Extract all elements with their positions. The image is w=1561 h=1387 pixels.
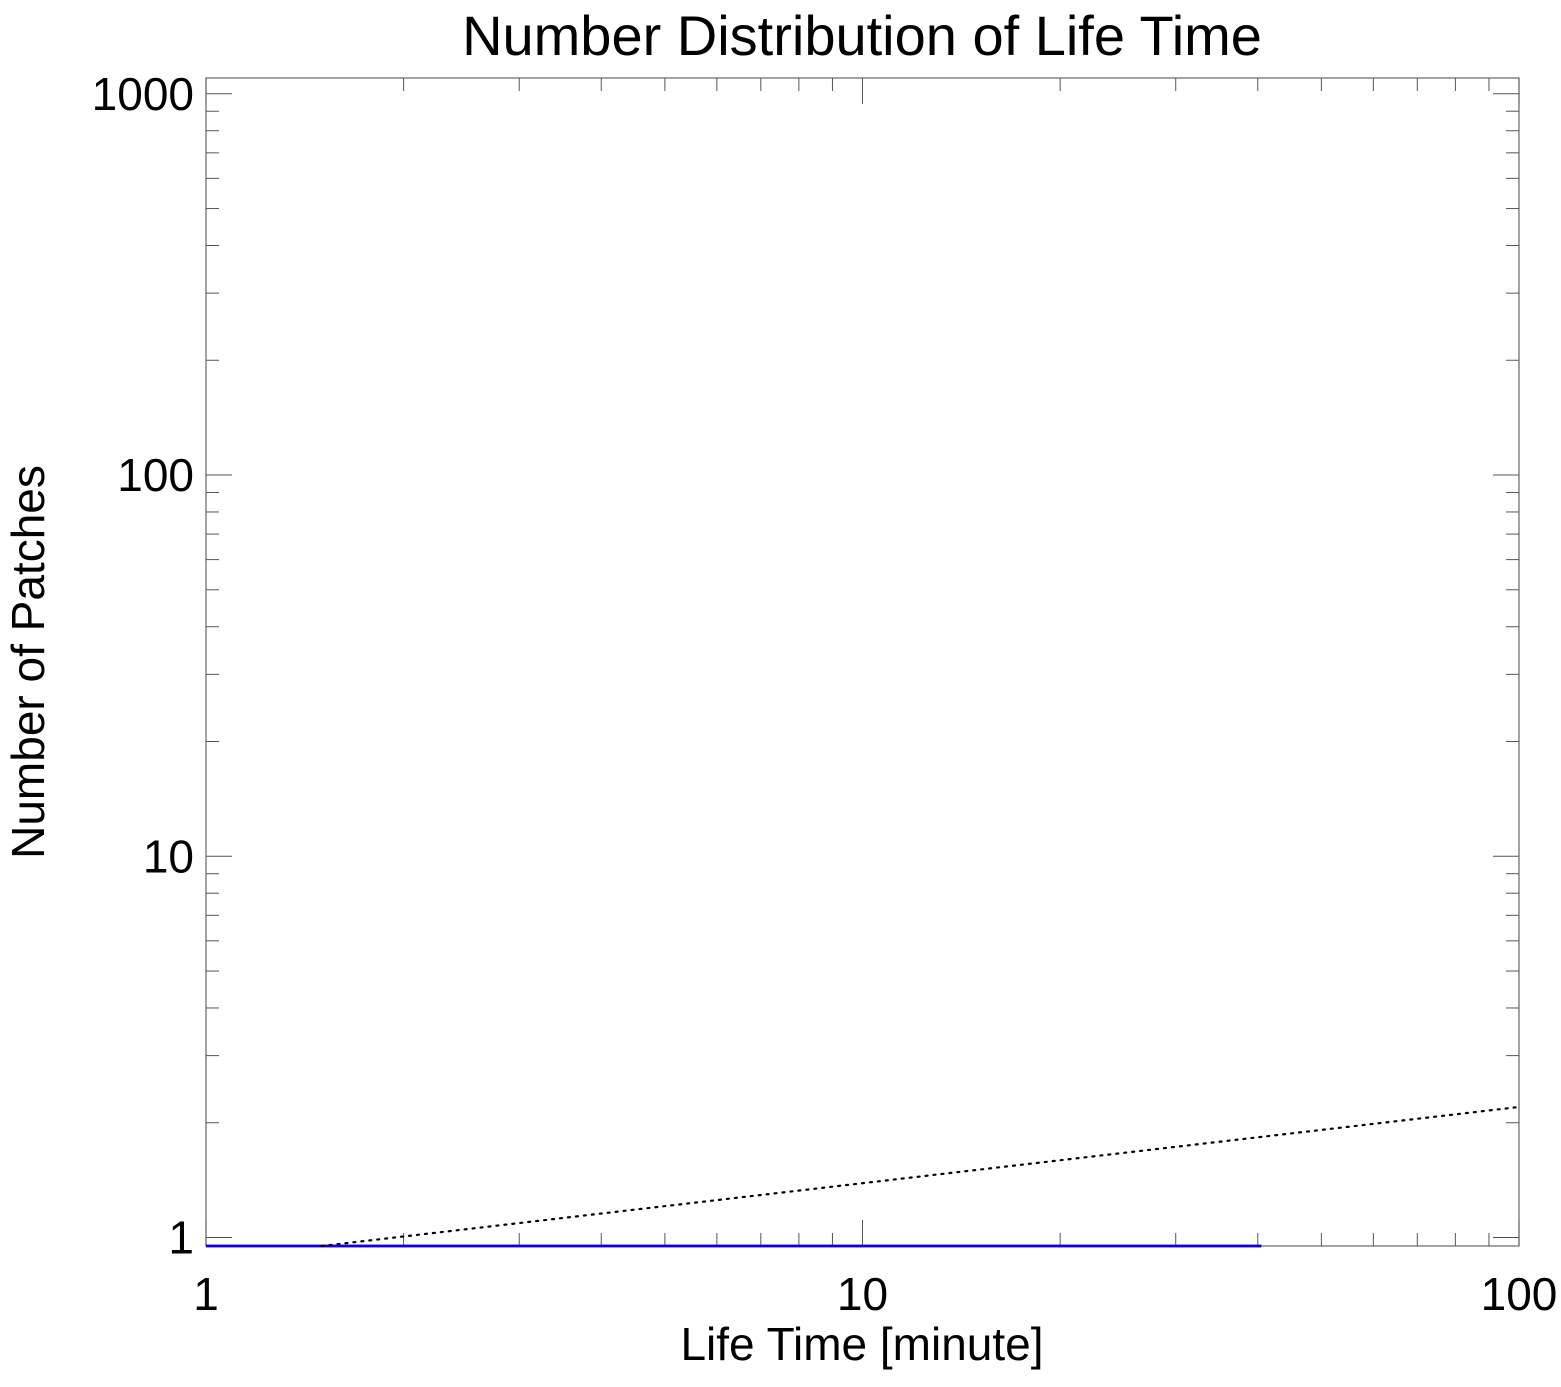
x-tick-label: 10 (837, 1268, 888, 1320)
plot-frame (205, 77, 1520, 1247)
y-axis-label: Number of Patches (2, 465, 54, 859)
plot-area: 1 10 100 1000 1 10 100 (92, 68, 1558, 1320)
y-tick-label: 100 (117, 449, 194, 501)
y-tick-label: 1000 (92, 68, 194, 120)
y-tick-label: 10 (143, 830, 194, 882)
chart-title: Number Distribution of Life Time (462, 4, 1262, 67)
x-tick-label: 100 (1481, 1268, 1558, 1320)
x-tick-label: 1 (193, 1268, 219, 1320)
x-axis-label: Life Time [minute] (680, 1318, 1043, 1370)
y-tick-label: 1 (168, 1212, 194, 1264)
power-law-fit-line (320, 1105, 1521, 1248)
